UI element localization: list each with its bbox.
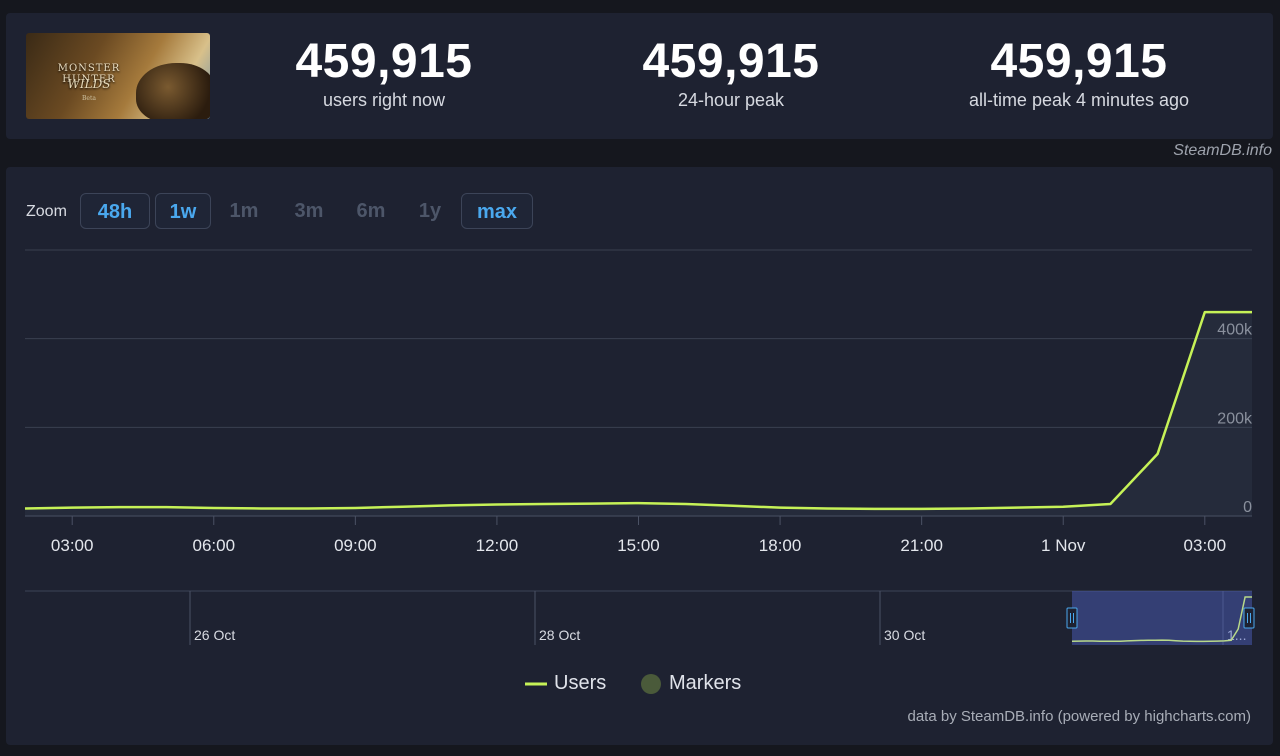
- zoom-3m-button[interactable]: 3m: [294, 200, 324, 222]
- game-cover-image[interactable]: MONSTER HUNTER WILDS Beta: [26, 33, 210, 119]
- x-axis-tick-label: 09:00: [334, 536, 377, 555]
- highcharts-credit[interactable]: data by SteamDB.info (powered by highcha…: [907, 708, 1252, 725]
- zoom-1m-button[interactable]: 1m: [229, 200, 259, 222]
- navigator-date-label: 30 Oct: [884, 627, 925, 643]
- navigator-date-label: 28 Oct: [539, 627, 580, 643]
- y-axis-tick-label: 0: [1243, 499, 1252, 516]
- navigator-series-line: [1071, 596, 1252, 643]
- stat-value: 459,915: [642, 35, 820, 88]
- navigator-date-label: 26 Oct: [194, 627, 235, 643]
- navigator-date-label: 1...: [1227, 627, 1246, 643]
- cover-tag: Beta: [82, 95, 96, 102]
- stat-current-users: 459,915 users right now: [214, 35, 554, 111]
- x-axis-tick-label: 15:00: [617, 536, 660, 555]
- y-axis-tick-label: 200k: [1217, 410, 1253, 427]
- chart-panel: Zoom 48h 1w 1m 3m 6m 1y max 0 200k 400k 03…: [6, 167, 1273, 745]
- steamdb-credit[interactable]: SteamDB.info: [1173, 142, 1272, 159]
- cover-subtitle: WILDS: [67, 77, 111, 91]
- stat-all-time-peak: 459,915 all-time peak 4 minutes ago: [909, 35, 1249, 111]
- x-axis-tick-label: 03:00: [51, 536, 94, 555]
- navigator-right-handle: [1243, 607, 1255, 629]
- stats-panel: MONSTER HUNTER WILDS Beta 459,915 users …: [6, 13, 1273, 139]
- users-series-area: [25, 312, 1252, 516]
- stat-value: 459,915: [990, 35, 1168, 88]
- navigator-selection: [1072, 591, 1252, 645]
- zoom-1w-button[interactable]: 1w: [155, 193, 211, 229]
- x-axis-tick-label: 03:00: [1184, 536, 1227, 555]
- zoom-max-button[interactable]: max: [461, 193, 533, 229]
- chart-navigator: 26 Oct 28 Oct 30 Oct 1...: [25, 590, 1255, 645]
- x-axis-tick-label: 06:00: [192, 536, 235, 555]
- zoom-48h-button[interactable]: 48h: [80, 193, 150, 229]
- stat-24h-peak: 459,915 24-hour peak: [561, 35, 901, 111]
- stat-label: 24-hour peak: [677, 90, 785, 110]
- x-axis-tick-label: 1 Nov: [1041, 536, 1086, 555]
- stat-value: 459,915: [295, 35, 473, 88]
- x-axis-tick-label: 18:00: [759, 536, 802, 555]
- zoom-label: Zoom: [26, 203, 67, 220]
- x-axis-tick-label: 12:00: [476, 536, 519, 555]
- cover-artwork: [136, 63, 210, 119]
- legend-markers[interactable]: Markers: [669, 672, 742, 694]
- cover-logo-text: MONSTER HUNTER: [57, 63, 121, 85]
- legend-markers-swatch: [641, 674, 661, 694]
- x-axis-tick-label: 21:00: [900, 536, 943, 555]
- zoom-6m-button[interactable]: 6m: [356, 200, 386, 222]
- navigator-left-handle: [1066, 607, 1078, 629]
- legend-users[interactable]: Users: [554, 672, 607, 694]
- y-axis-tick-label: 400k: [1217, 322, 1253, 339]
- player-count-chart: 0 200k 400k 03:00 06:00 09:00 12:00 15:00 18:00…: [24, 249, 1255, 694]
- users-series-line: [24, 310, 1252, 511]
- stat-label: all-time peak 4 minutes ago: [968, 90, 1190, 110]
- stat-label: users right now: [322, 90, 446, 110]
- zoom-1y-button[interactable]: 1y: [418, 200, 442, 222]
